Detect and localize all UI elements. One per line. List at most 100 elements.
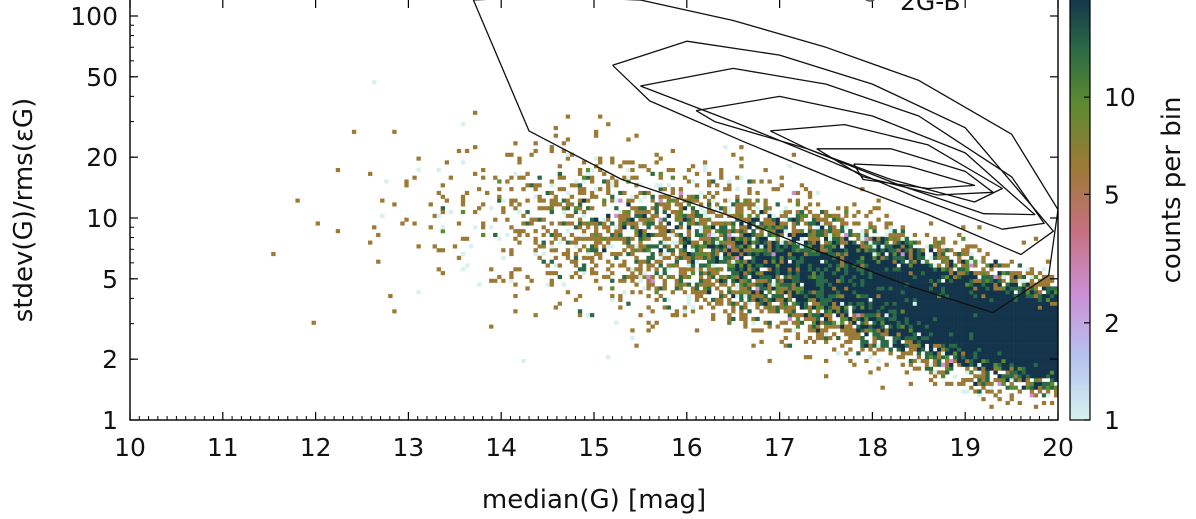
heatmap-cell bbox=[654, 206, 659, 211]
heatmap-cell bbox=[751, 343, 756, 348]
heatmap-cell bbox=[1001, 294, 1006, 299]
heatmap-cell bbox=[819, 297, 825, 302]
heatmap-cell bbox=[840, 294, 845, 299]
heatmap-cell bbox=[573, 244, 579, 249]
heatmap-cell bbox=[815, 290, 821, 295]
heatmap-cell bbox=[654, 152, 659, 157]
heatmap-cell bbox=[751, 274, 756, 280]
heatmap-cell bbox=[1013, 309, 1018, 314]
colorbar-tick-label: 10 bbox=[1104, 83, 1136, 112]
heatmap-cell bbox=[912, 274, 918, 280]
density-heatmap bbox=[271, 80, 1058, 409]
heatmap-cell bbox=[985, 374, 990, 379]
heatmap-cell bbox=[1037, 355, 1043, 360]
heatmap-cell bbox=[678, 267, 684, 272]
heatmap-cell bbox=[965, 332, 970, 337]
heatmap-cell bbox=[537, 198, 542, 203]
heatmap-cell bbox=[916, 358, 922, 364]
heatmap-cell bbox=[618, 190, 623, 196]
heatmap-cell bbox=[747, 213, 752, 218]
heatmap-cell bbox=[868, 282, 873, 287]
heatmap-cell bbox=[932, 252, 938, 257]
heatmap-cell bbox=[876, 324, 881, 329]
heatmap-cell bbox=[795, 190, 801, 196]
heatmap-cell bbox=[638, 263, 643, 268]
heatmap-cell bbox=[585, 171, 591, 176]
heatmap-cell bbox=[525, 210, 530, 215]
heatmap-cell bbox=[791, 221, 797, 226]
heatmap-cell bbox=[694, 171, 700, 176]
heatmap-cell bbox=[585, 175, 591, 180]
heatmap-cell bbox=[678, 286, 684, 291]
heatmap-cell bbox=[811, 316, 817, 322]
heatmap-cell bbox=[852, 336, 857, 341]
heatmap-cell bbox=[719, 213, 724, 218]
heatmap-cell bbox=[747, 294, 752, 299]
heatmap-cell bbox=[727, 263, 732, 268]
heatmap-cell bbox=[731, 255, 736, 260]
legend-marker-open-circle bbox=[865, 0, 875, 2]
heatmap-cell bbox=[690, 179, 696, 184]
heatmap-cell bbox=[1049, 355, 1055, 360]
heatmap-cell bbox=[1033, 355, 1039, 360]
heatmap-cell bbox=[961, 378, 966, 383]
heatmap-cell bbox=[783, 305, 788, 310]
heatmap-cell bbox=[997, 309, 1002, 314]
heatmap-cell bbox=[1009, 358, 1014, 364]
heatmap-cell bbox=[896, 282, 901, 287]
heatmap-cell bbox=[876, 301, 881, 306]
heatmap-cell bbox=[1005, 320, 1010, 325]
heatmap-cell bbox=[775, 290, 780, 295]
heatmap-cell bbox=[896, 248, 901, 253]
heatmap-cell bbox=[852, 213, 857, 218]
heatmap-cell bbox=[485, 190, 490, 196]
heatmap-cell bbox=[832, 294, 837, 299]
heatmap-cell bbox=[912, 271, 918, 276]
heatmap-cell bbox=[513, 236, 518, 241]
heatmap-cell bbox=[799, 320, 805, 325]
heatmap-cell bbox=[702, 194, 708, 199]
heatmap-cell bbox=[779, 183, 784, 188]
heatmap-cell bbox=[945, 263, 950, 268]
heatmap-cell bbox=[715, 278, 720, 283]
heatmap-cell bbox=[876, 263, 881, 268]
heatmap-cell bbox=[1021, 343, 1027, 348]
heatmap-cell bbox=[1029, 358, 1035, 364]
heatmap-cell bbox=[904, 343, 910, 348]
heatmap-cell bbox=[920, 309, 926, 314]
heatmap-cell bbox=[864, 343, 869, 348]
heatmap-cell bbox=[904, 336, 910, 341]
heatmap-cell bbox=[799, 297, 805, 302]
heatmap-cell bbox=[666, 274, 671, 280]
heatmap-cell bbox=[472, 145, 478, 150]
heatmap-cell bbox=[957, 305, 962, 310]
heatmap-cell bbox=[686, 221, 692, 226]
heatmap-cell bbox=[573, 240, 579, 245]
heatmap-cell bbox=[860, 259, 865, 264]
x-tick-label: 16 bbox=[671, 433, 703, 462]
heatmap-cell bbox=[969, 324, 974, 329]
heatmap-cell bbox=[940, 301, 946, 306]
heatmap-cell bbox=[852, 297, 857, 302]
heatmap-cell bbox=[985, 347, 990, 352]
heatmap-cell bbox=[832, 225, 837, 230]
heatmap-cell bbox=[940, 343, 946, 348]
heatmap-cell bbox=[739, 206, 744, 211]
heatmap-cell bbox=[908, 328, 914, 333]
heatmap-cell bbox=[795, 259, 801, 264]
heatmap-cell bbox=[828, 297, 833, 302]
heatmap-cell bbox=[872, 274, 877, 280]
heatmap-cell bbox=[658, 156, 663, 161]
heatmap-cell bbox=[775, 324, 780, 329]
heatmap-cell bbox=[799, 271, 805, 276]
heatmap-cell bbox=[836, 244, 841, 249]
heatmap-cell bbox=[755, 190, 760, 196]
heatmap-cell bbox=[912, 252, 918, 257]
heatmap-cell bbox=[884, 248, 889, 253]
heatmap-cell bbox=[561, 252, 567, 257]
heatmap-cell bbox=[513, 171, 518, 176]
heatmap-cell bbox=[1009, 378, 1014, 383]
heatmap-cell bbox=[783, 309, 788, 314]
heatmap-cell bbox=[884, 267, 889, 272]
heatmap-cell bbox=[823, 210, 829, 215]
